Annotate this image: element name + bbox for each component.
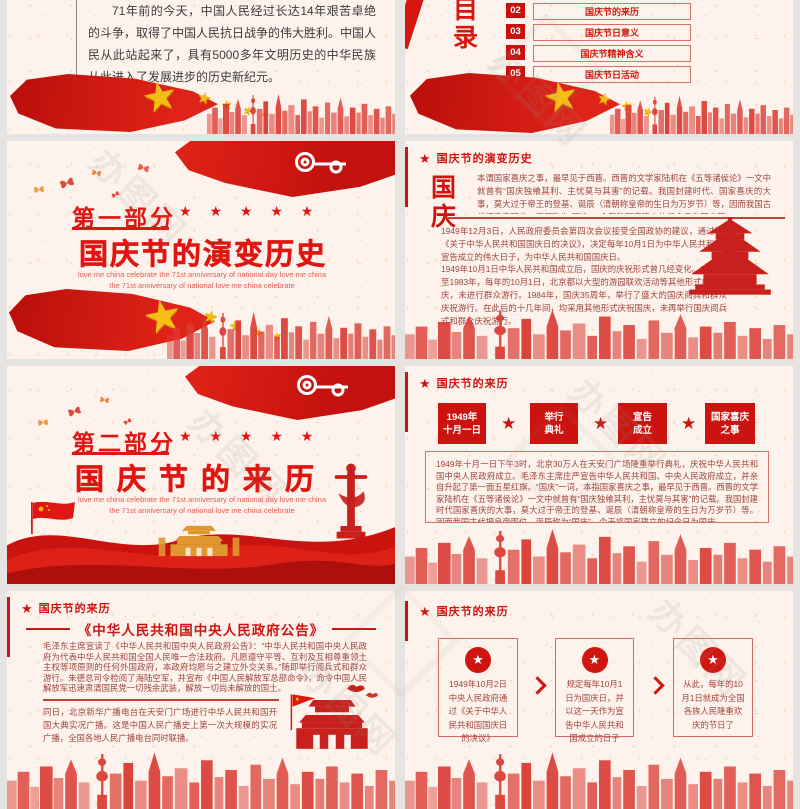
star-badge-icon: ★ [465, 647, 491, 673]
timeline-box: 举行 典礼 [530, 403, 578, 444]
toc-number: 03 [506, 24, 525, 39]
butterfly-icon [98, 395, 110, 404]
slide-section-2[interactable]: 第二部分 ★ ★ ★ ★ ★ 国庆节的来历 love me china cele… [7, 366, 395, 584]
section-title: 国庆节的来历 [75, 464, 328, 497]
quote-rule [76, 0, 77, 78]
slide-origin-timeline[interactable]: ★ 国庆节的来历 1949年 十月一日 ★ 举行 典礼 ★ 宣告 成立 ★ 国家… [405, 366, 793, 584]
divider [43, 699, 279, 701]
star-icon: ★ [21, 600, 33, 616]
toc-title: 目录 [453, 0, 479, 52]
timeline-box: 国家喜庆 之事 [705, 403, 755, 444]
skyline-graphic [405, 305, 793, 359]
header-title: 国庆节的来历 [38, 603, 111, 615]
edge-accent [405, 147, 408, 207]
paragraph-2: 1949年12月3日，人民政府委员会第四次会议接受全国政协的建议，通过了《关于中… [441, 226, 723, 262]
header-title: 国庆节的演变历史 [436, 153, 533, 165]
step-text: 规定每年10月1日为国庆日，并以这一天作为宣告中华人民共和国成立的日子 [565, 679, 624, 743]
paragraph-2: 同日，北京新华广播电台在天安门广场进行中华人民共和国开国大典实况广播。这是中国人… [43, 707, 277, 743]
slide-header: ★ 国庆节的来历 [419, 375, 509, 391]
butterfly-icon [66, 404, 84, 419]
toc-item[interactable]: 国庆节精神含义 [533, 45, 691, 62]
brush-stroke [175, 141, 395, 197]
slide-toc[interactable]: 目录 02 国庆节的来历 03 国庆节日意义 04 国庆节精神含义 05 国庆节… [405, 0, 793, 134]
step-text: 1949年10月2日中央人民政府通过《关于中华人民共和国国庆日的决议》 [448, 679, 508, 743]
step-card: ★ 从此，每年的10月1日就成为全国各族人民隆重欢庆的节日了 [673, 638, 753, 737]
slide-origin-steps[interactable]: ★ 国庆节的来历 ★ 1949年10月2日中央人民政府通过《关于中华人民共和国国… [405, 591, 793, 809]
paragraph-box: 1949年十月一日下午3时，北京30万人在天安门广场隆重举行典礼，庆祝中华人民共… [425, 451, 769, 523]
tiananmen-flag-icon [285, 683, 379, 749]
step-card: ★ 1949年10月2日中央人民政府通过《关于中华人民共和国国庆日的决议》 [438, 638, 518, 743]
toc-number: 04 [506, 45, 525, 60]
header-title: 国庆节的来历 [436, 378, 509, 390]
star-icon: ★ [593, 414, 609, 433]
slide-header: ★ 国庆节的来历 [419, 603, 509, 619]
section-subtitle-en: love me china celebrate the 71st anniver… [77, 495, 327, 515]
star-badge-icon: ★ [581, 647, 608, 673]
star-icon: ★ [501, 414, 517, 433]
star-icon: ★ [419, 375, 431, 391]
section-number: 第一部分 [72, 205, 176, 231]
cloud-icon [287, 149, 353, 175]
star-row: ★ ★ ★ ★ ★ [179, 428, 321, 444]
step-text: 从此，每年的10月1日就成为全国各族人民隆重欢庆的节日了 [681, 679, 745, 730]
divider [445, 217, 785, 219]
flag-icon [29, 502, 77, 534]
slide-opening-text-canvas: 71年前的今天，中国人民经过长达14年艰苦卓绝的斗争，取得了中国人民抗日战争的伟… [7, 0, 395, 134]
slide-header: ★ 国庆节的来历 [21, 600, 111, 616]
chevron-right-icon [528, 676, 547, 695]
skyline-graphic [207, 90, 395, 134]
toc-item[interactable]: 国庆节日活动 [533, 66, 691, 83]
proclamation-title: 《中华人民共和国中央人民政府公告》 [77, 623, 325, 638]
brush-stroke [185, 366, 395, 420]
skyline-graphic [167, 307, 395, 359]
slide-header: ★ 国庆节的演变历史 [419, 150, 533, 166]
edge-accent [7, 597, 10, 657]
slide-opening-text[interactable]: 71年前的今天，中国人民经过长达14年艰苦卓绝的斗争，取得了中国人民抗日战争的伟… [7, 0, 395, 134]
star-icon: ★ [419, 603, 431, 619]
section-underline [72, 452, 169, 455]
slide-section-1[interactable]: 第一部分 ★ ★ ★ ★ ★ 国庆节的演变历史 love me china ce… [7, 141, 395, 359]
toc-number: 02 [506, 3, 525, 18]
section-title: 国庆节的演变历史 [79, 239, 328, 272]
cloud-icon [289, 372, 355, 398]
title-rule [332, 628, 377, 630]
skyline-graphic [405, 524, 793, 584]
star-icon: ★ [419, 150, 431, 166]
butterfly-icon [37, 418, 50, 428]
header-title: 国庆节的来历 [436, 606, 509, 618]
slide-history-content[interactable]: ★ 国庆节的演变历史 国庆 本谓国家喜庆之事，最早见于西晋。西晋的文学家陆机在《… [405, 141, 793, 359]
slide-proclamation[interactable]: ★ 国庆节的来历 《中华人民共和国中央人民政府公告》 毛泽东主席宣读了《中华人民… [7, 591, 395, 809]
star-badge-icon: ★ [700, 647, 726, 673]
section-number: 第二部分 [72, 430, 176, 456]
slide-toc-canvas: 目录 02 国庆节的来历 03 国庆节日意义 04 国庆节精神含义 05 国庆节… [405, 0, 793, 134]
paragraph-3: 1949年10月1日中华人民共和国成立后，国庆的庆祝形式曾几经变化。1971年至… [441, 264, 727, 326]
side-label: 国庆 [431, 174, 457, 231]
section-subtitle-en: love me china celebrate the 71st anniver… [77, 270, 327, 290]
proclamation-title-row: 《中华人民共和国中央人民政府公告》 [7, 619, 395, 639]
timeline-box: 宣告 成立 [618, 403, 667, 444]
star-icon: ★ [681, 414, 697, 433]
paragraph-1: 本谓国家喜庆之事，最早见于西晋。西晋的文学家陆机在《五等诸侯论》一文中就曾有“国… [477, 173, 771, 214]
toc-item[interactable]: 国庆节的来历 [533, 3, 691, 20]
timeline-box: 1949年 十月一日 [438, 403, 486, 444]
star-row: ★ ★ ★ ★ ★ [179, 203, 321, 219]
butterfly-icon [58, 175, 77, 191]
chevron-right-icon [646, 676, 665, 695]
butterfly-icon [33, 184, 46, 194]
paragraph-1: 毛泽东主席宣读了《中华人民共和国中央人民政府公告》：“中华人民共和国中央人民政府… [43, 641, 367, 694]
butterfly-icon [90, 168, 102, 178]
temple-of-heaven-icon [688, 217, 772, 309]
step-card: ★ 规定每年10月1日为国庆日，并以这一天作为宣告中华人民共和国成立的日子 [555, 638, 634, 743]
butterfly-icon [136, 161, 151, 174]
section-underline [72, 227, 169, 230]
toc-item[interactable]: 国庆节日意义 [533, 24, 691, 41]
edge-accent [405, 372, 408, 432]
tiananmen-gold-icon [157, 524, 241, 558]
title-rule [25, 628, 70, 630]
brush-fragment [405, 0, 424, 50]
edge-accent [405, 601, 408, 641]
skyline-graphic [610, 92, 793, 134]
